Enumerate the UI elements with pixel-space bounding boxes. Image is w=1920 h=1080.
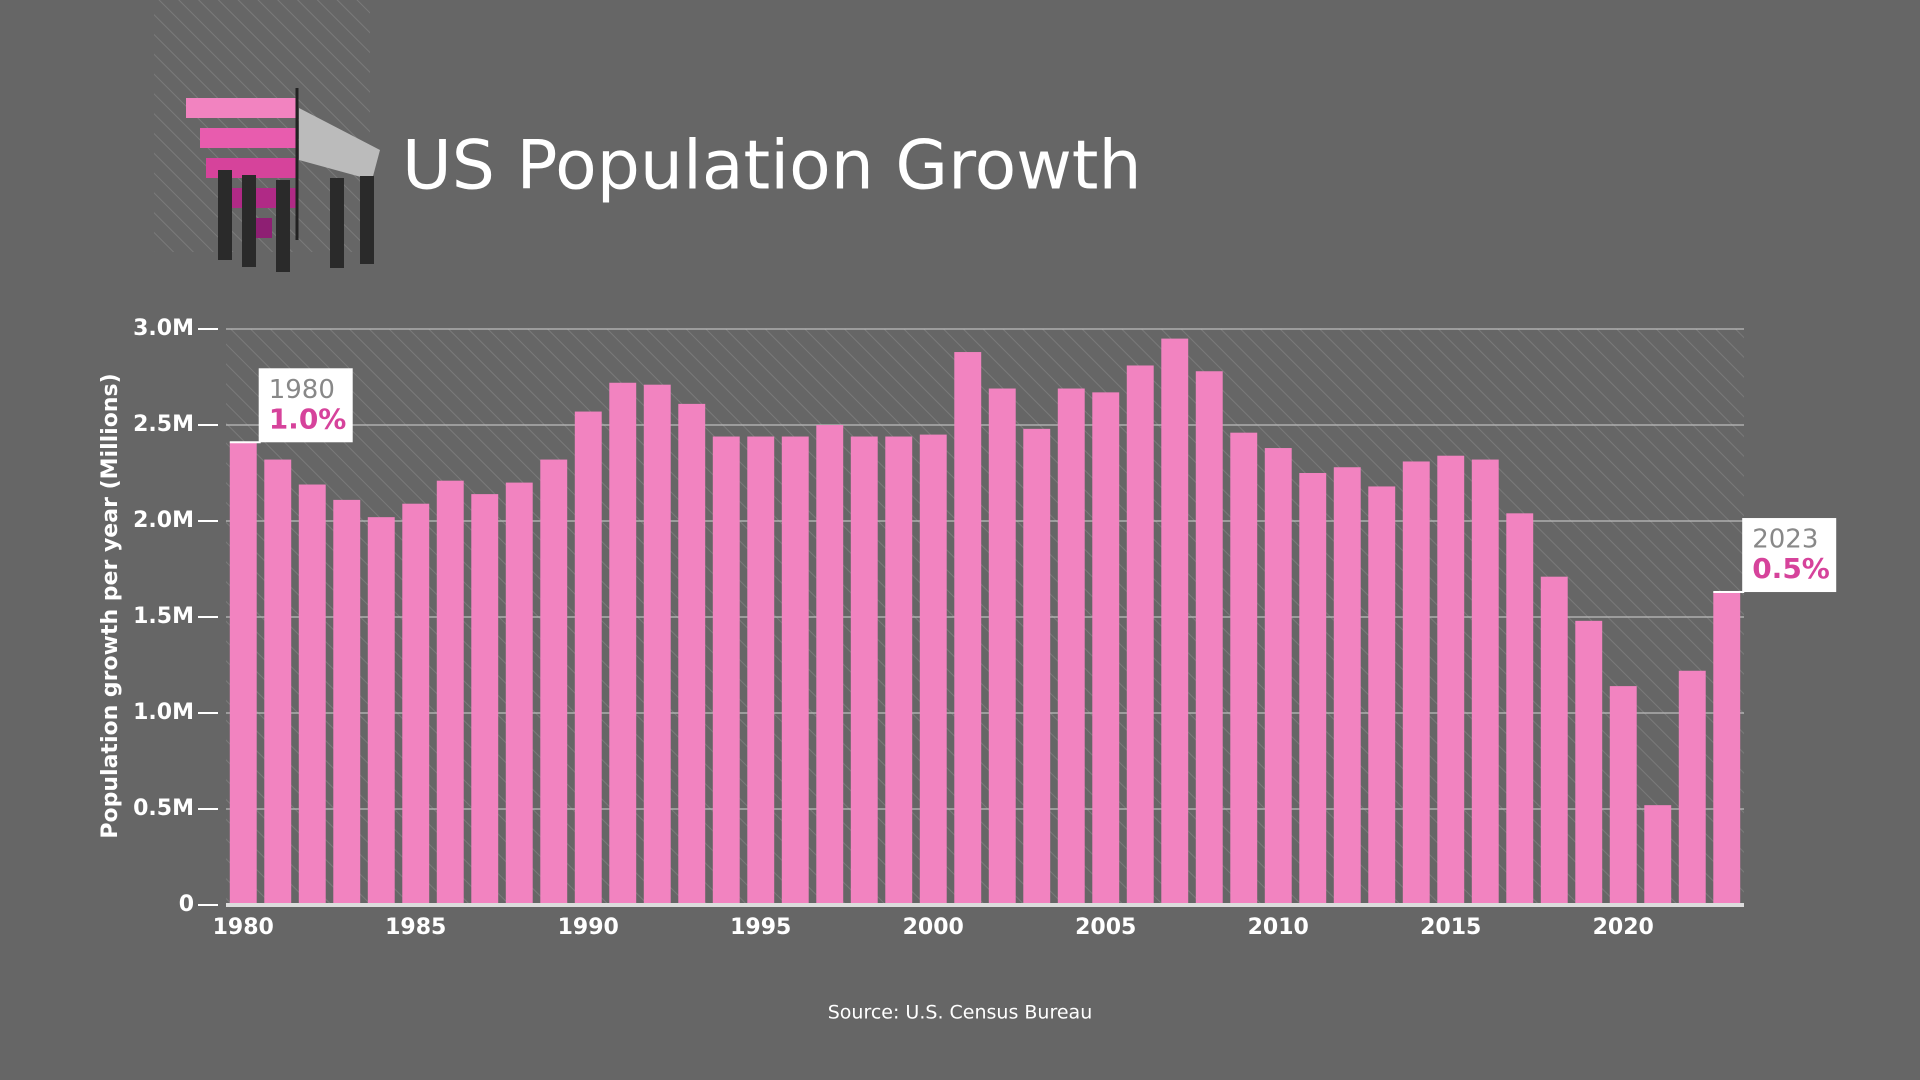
bar bbox=[436, 480, 464, 905]
bar bbox=[1471, 459, 1499, 905]
illustration bbox=[154, 0, 380, 272]
bar bbox=[1437, 455, 1465, 905]
bar bbox=[333, 499, 361, 905]
x-tick-label: 1995 bbox=[730, 915, 791, 940]
bar bbox=[229, 442, 257, 905]
bar bbox=[1644, 805, 1672, 905]
y-tick-label: 0 bbox=[179, 892, 194, 917]
bar bbox=[402, 503, 430, 905]
annotation-year: 2023 bbox=[1752, 525, 1818, 555]
y-tick-label: 2.0M bbox=[133, 508, 194, 533]
x-tick-label: 2015 bbox=[1420, 915, 1481, 940]
x-tick-label: 1980 bbox=[213, 915, 274, 940]
bar bbox=[540, 459, 568, 905]
bar bbox=[988, 388, 1016, 905]
chart-title: US Population Growth bbox=[402, 127, 1142, 206]
bar bbox=[919, 434, 947, 905]
y-tick-label: 1.0M bbox=[133, 700, 194, 725]
y-tick-label: 3.0M bbox=[133, 316, 194, 341]
x-tick-label: 1985 bbox=[385, 915, 446, 940]
source: Source: U.S. Census Bureau bbox=[828, 1002, 1093, 1024]
annotation-value: 0.5% bbox=[1752, 552, 1830, 585]
bar bbox=[1299, 473, 1327, 905]
bar bbox=[1264, 448, 1292, 905]
bar bbox=[505, 482, 533, 905]
bar bbox=[1126, 365, 1154, 906]
y-tick-label: 0.5M bbox=[133, 796, 194, 821]
bar bbox=[643, 384, 671, 905]
bar bbox=[1230, 432, 1258, 905]
y-axis-label: Population growth per year (Millions) bbox=[98, 373, 123, 838]
bar bbox=[712, 436, 740, 905]
bar bbox=[1333, 467, 1361, 905]
annotation-value: 1.0% bbox=[269, 402, 347, 435]
annotation-box bbox=[1742, 518, 1837, 593]
bar bbox=[1540, 576, 1568, 905]
bar bbox=[609, 382, 637, 905]
x-tick-label: 2020 bbox=[1593, 915, 1654, 940]
bar bbox=[1402, 461, 1430, 905]
bar bbox=[298, 484, 326, 905]
bar bbox=[1161, 338, 1189, 906]
bar bbox=[1023, 428, 1051, 905]
bar bbox=[1678, 670, 1706, 905]
bar bbox=[1609, 686, 1637, 905]
bar bbox=[1092, 392, 1120, 905]
bar bbox=[885, 436, 913, 905]
annotation-year: 1980 bbox=[269, 375, 335, 405]
bar bbox=[781, 436, 809, 905]
bar bbox=[1713, 592, 1741, 905]
bar bbox=[747, 436, 775, 905]
bar bbox=[850, 436, 878, 905]
x-tick-label: 1990 bbox=[558, 915, 619, 940]
bar bbox=[1506, 513, 1534, 905]
bar bbox=[574, 411, 602, 905]
y-tick-label: 2.5M bbox=[133, 412, 194, 437]
bar bbox=[367, 517, 395, 905]
bar bbox=[1057, 388, 1085, 905]
x-tick-label: 2005 bbox=[1075, 915, 1136, 940]
y-tick-label: 1.5M bbox=[133, 604, 194, 629]
bar bbox=[954, 352, 982, 905]
bar bbox=[1575, 620, 1603, 905]
bar bbox=[678, 403, 706, 905]
bar bbox=[471, 494, 499, 905]
x-tick-label: 2010 bbox=[1248, 915, 1309, 940]
bar bbox=[1368, 486, 1396, 905]
x-tick-label: 2000 bbox=[903, 915, 964, 940]
annotation-box bbox=[258, 368, 353, 443]
bar bbox=[816, 425, 844, 905]
bar bbox=[1195, 371, 1223, 905]
bar bbox=[264, 459, 292, 905]
